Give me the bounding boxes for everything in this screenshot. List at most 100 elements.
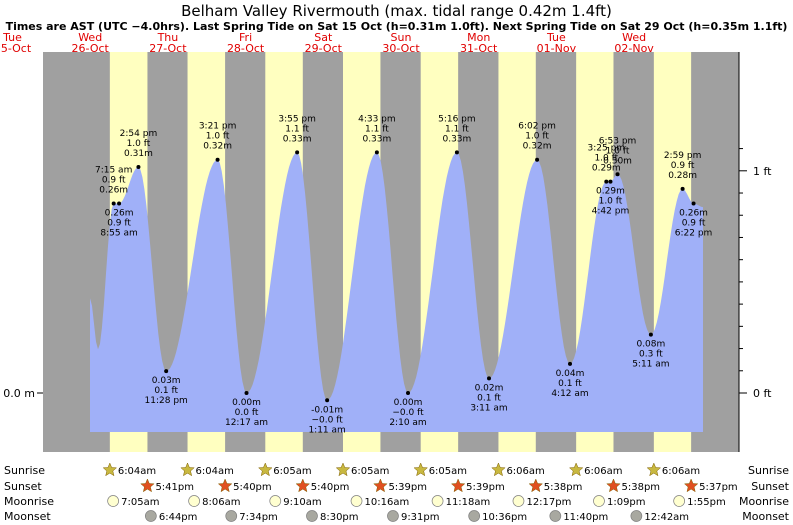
tide-height-ft-label: 1.0 ft [127,139,151,149]
tide-point [454,150,459,155]
sunset-time: 5:37pm [699,482,738,493]
tide-time-label: 7:15 am [95,165,132,175]
day-label-weekday: Sun [391,31,412,44]
right-axis-tick-label: 0 ft [753,387,772,400]
moonset-icon [306,510,318,522]
tide-height-m-label: 0.28m [668,171,697,181]
sunset-icon [295,478,311,493]
tide-time-label: 5:11 am [632,360,669,370]
day-label-date: 31-Oct [460,42,498,55]
sunrise-time: 6:06am [584,466,622,477]
tide-time-label: 3:55 pm [278,114,316,124]
day-label-weekday: Tue [546,31,566,44]
tide-time-label: 6:53 pm [599,136,637,146]
tide-height-m-label: 0.00m [232,398,261,408]
day-label-date: 02-Nov [614,42,654,55]
tide-height-m-label: 0.02m [475,383,504,393]
tide-time-label: 2:10 am [389,418,426,428]
tide-time-label: 1:11 am [308,425,345,435]
tide-point [608,179,613,184]
tide-height-m-label: 0.03m [152,376,181,386]
day-label-date: 01-Nov [537,42,577,55]
sunset-time: 5:40pm [233,482,272,493]
moonset-icon [468,510,481,522]
tide-height-ft-label: 0.0 ft [235,408,259,418]
tide-height-m-label: 0.33m [283,134,312,144]
tide-time-label: 3:25 pm [588,144,626,154]
moonrise-icon [269,495,282,507]
tide-time-label: 5:16 pm [438,114,476,124]
moonset-icon [225,510,238,522]
tide-height-m-label: 0.33m [442,134,471,144]
moonset-icon [549,510,562,522]
moonset-time: 10:36pm [482,512,527,523]
moonrise-time: 7:05am [121,497,159,508]
tide-time-label: 6:22 pm [675,228,713,238]
sunset-icon [450,478,466,493]
tide-height-m-label: 0.29m [596,187,625,197]
chart-subtitle: Times are AST (UTC −4.0hrs). Last Spring… [5,20,788,33]
tide-point [295,150,300,155]
moonrise-icon [107,495,119,507]
tide-height-m-label: 0.29m [592,164,621,174]
sunrise-icon [646,462,662,477]
sunrise-time: 6:06am [506,466,544,477]
tide-height-ft-label: 0.1 ft [477,393,501,403]
sunrise-row-label-right: Sunrise [748,464,789,477]
tide-point [648,332,653,337]
tide-point [164,369,169,374]
moonset-time: 12:42am [644,512,689,523]
tide-height-m-label: 0.32m [203,142,232,152]
moonrise-icon [512,495,525,507]
tide-point [215,157,220,162]
tide-height-ft-label: 0.1 ft [154,386,178,396]
sunrise-time: 6:06am [662,466,700,477]
tide-point [136,165,141,170]
tide-height-ft-label: 1.0 ft [599,197,623,207]
tide-point [535,157,540,162]
tide-height-ft-label: 1.0 ft [525,132,549,142]
sunrise-time: 6:04am [118,466,156,477]
sunset-icon [528,478,544,493]
moonset-time: 8:30pm [320,512,359,523]
tide-point [604,179,609,184]
day-label-weekday: Mon [467,31,490,44]
sunrise-time: 6:05am [429,466,467,477]
tide-point [680,186,685,191]
day-label-weekday: Sat [314,31,333,44]
tide-point [117,201,122,206]
sunrise-time: 6:05am [351,466,389,477]
tide-time-label: 3:21 pm [199,122,237,132]
moonrise-icon [188,495,200,507]
moonrise-time: 1:09pm [607,497,646,508]
tide-point [406,391,411,395]
tide-point [487,376,492,381]
tide-height-m-label: 0.26m [679,208,708,218]
moonset-time: 7:34pm [239,512,278,523]
moonset-icon [630,510,643,522]
tide-height-ft-label: −0.0 ft [392,408,424,418]
day-label-weekday: Wed [622,31,646,44]
tide-time-label: 12:17 am [225,418,268,428]
moonrise-icon [673,495,686,507]
sunrise-time: 6:04am [196,466,234,477]
sunset-icon [606,478,621,493]
day-label-weekday: Fri [239,31,252,44]
tide-height-ft-label: 0.1 ft [558,379,582,389]
day-label-date: 27-Oct [149,42,187,55]
moonrise-time: 8:06am [202,497,240,508]
tide-height-ft-label: 1.1 ft [285,124,309,134]
sunset-row-label-right: Sunset [751,480,789,493]
tide-height-m-label: 0.32m [523,142,552,152]
sunrise-time: 6:05am [273,466,311,477]
moonset-row-label-right: Moonset [742,510,789,523]
moonrise-time: 10:16am [365,497,410,508]
day-label-date: 25-Oct [0,42,32,55]
tide-height-ft-label: 0.3 ft [639,350,663,360]
left-axis-tick-label: 0.0 m [3,387,35,400]
day-label-weekday: Tue [2,31,22,44]
moonrise-time: 12:17pm [526,497,571,508]
water-level-area [90,152,703,432]
tide-time-label: 2:59 pm [664,151,702,161]
